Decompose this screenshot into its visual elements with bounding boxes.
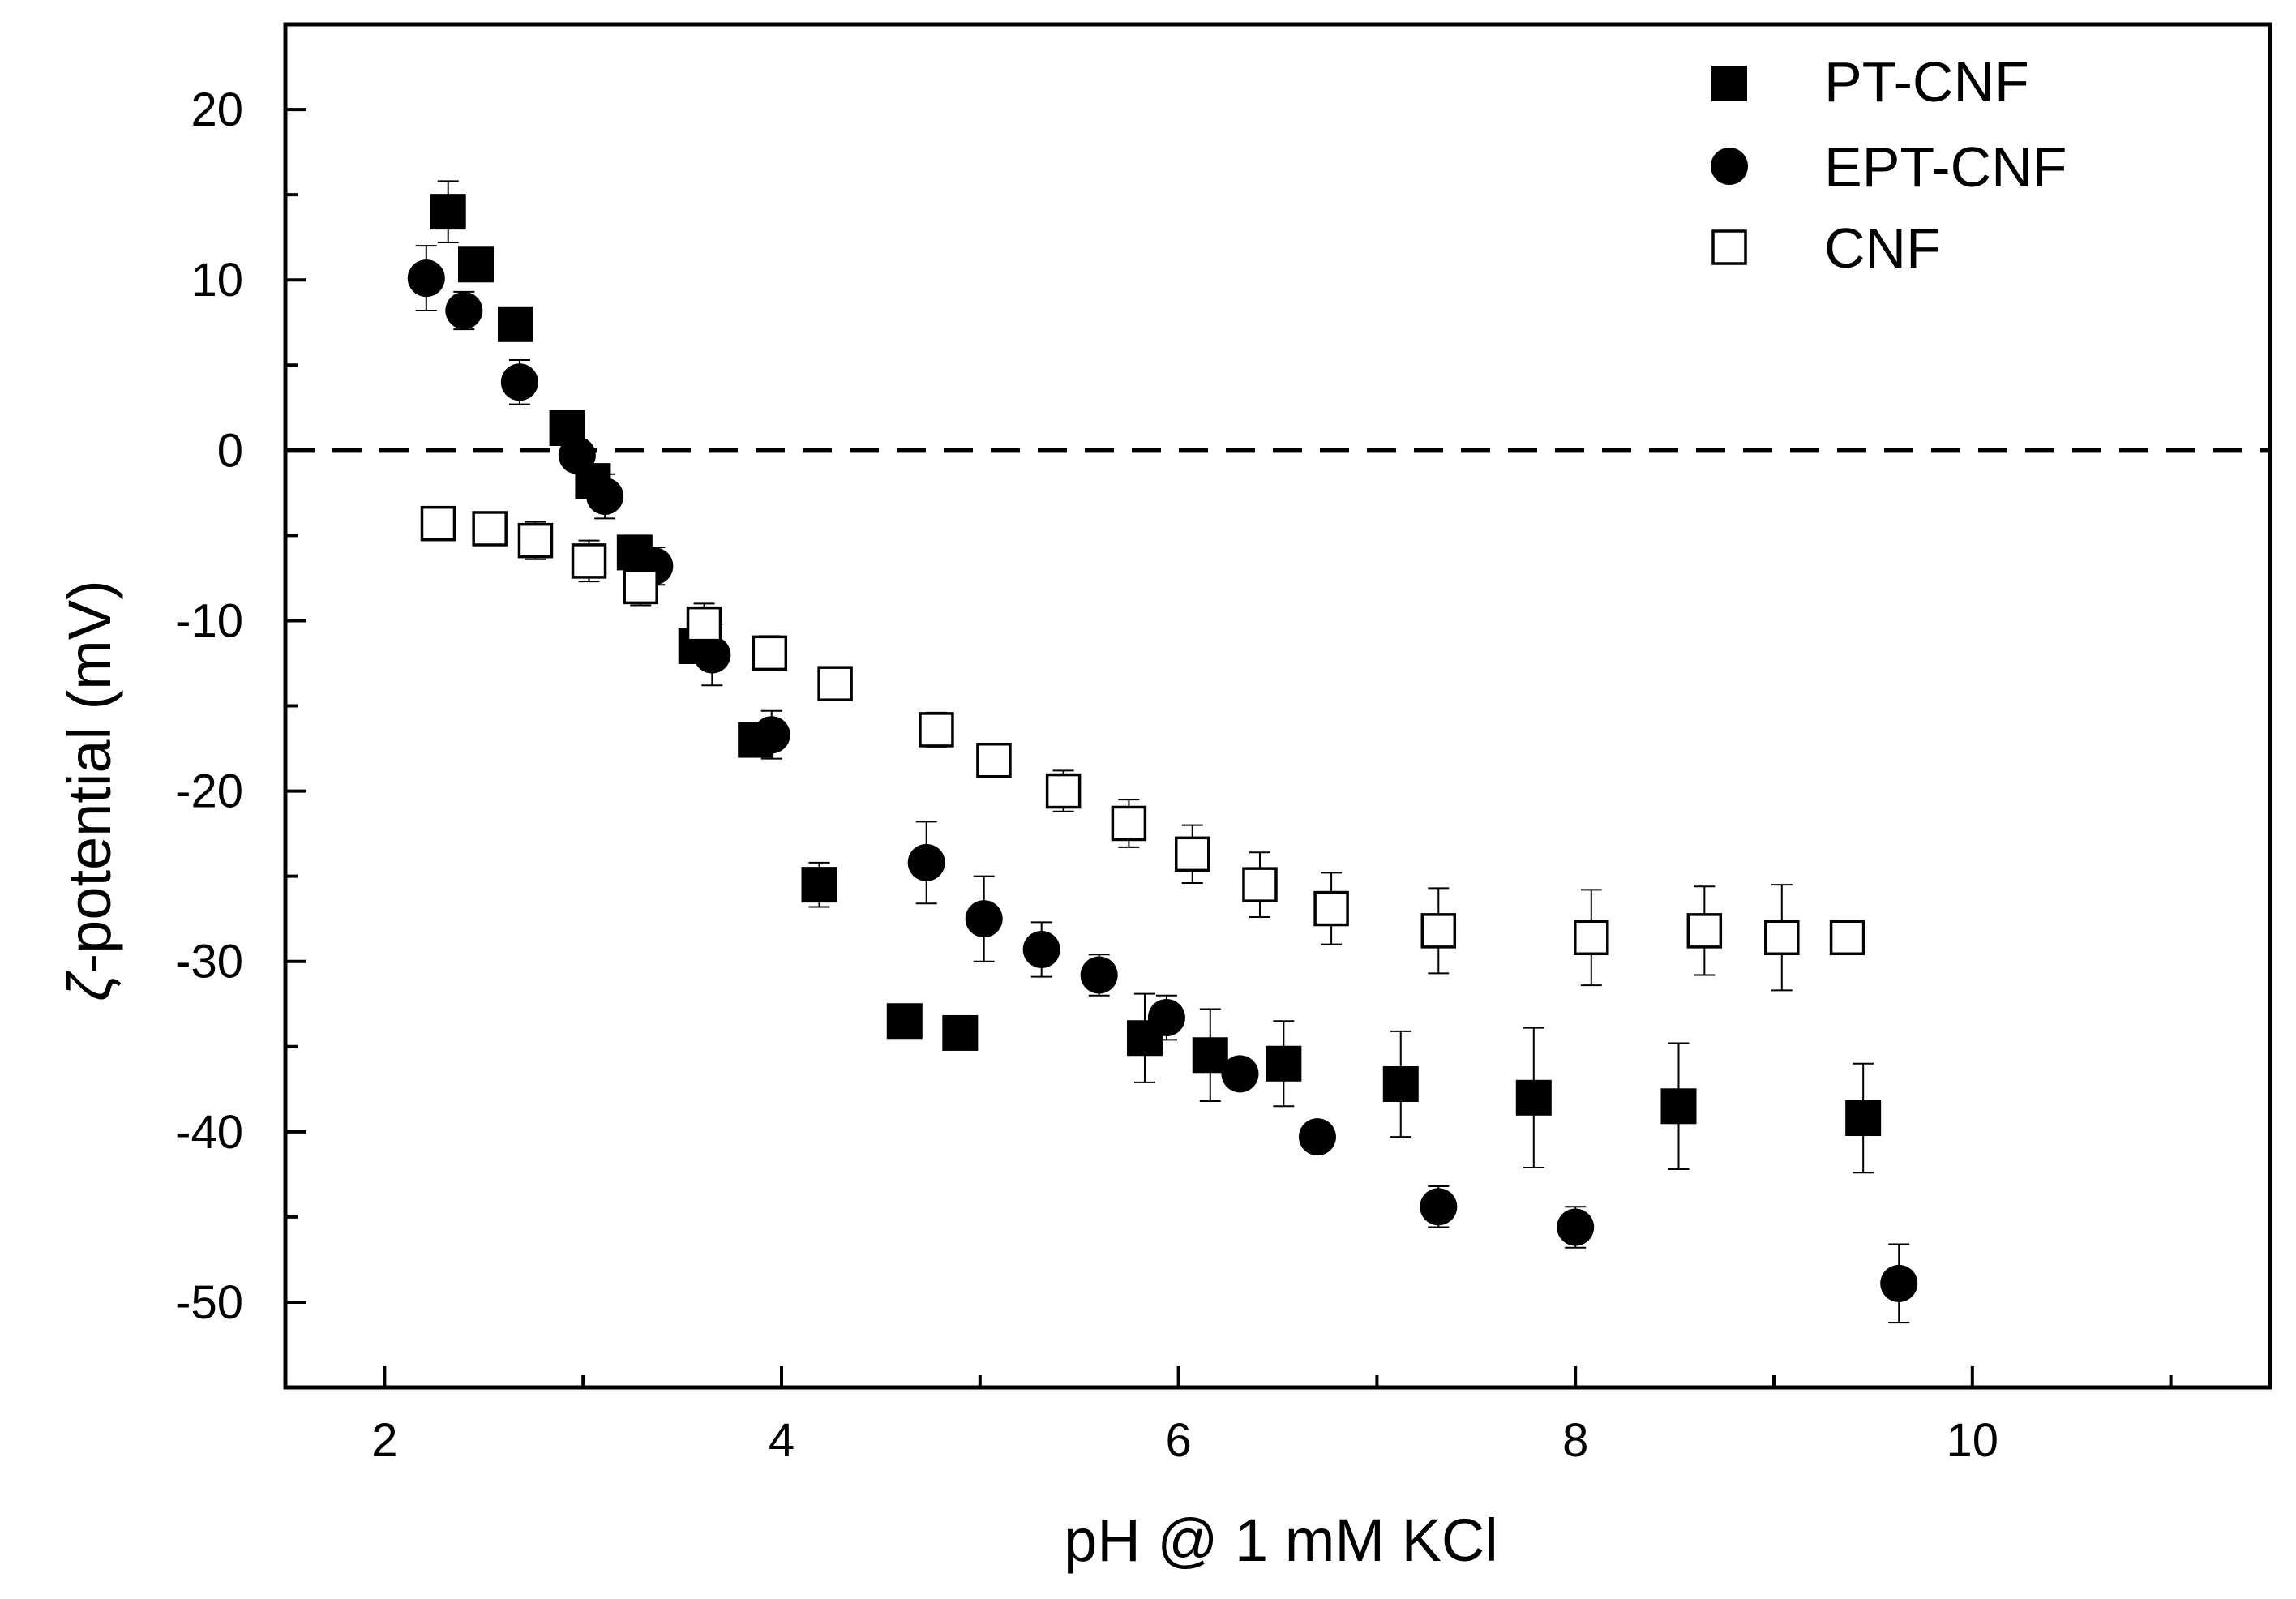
marker-ept-cnf-0	[407, 259, 445, 298]
marker-cnf-4	[623, 568, 658, 605]
y-tick-label: -50	[175, 1276, 243, 1329]
marker-cnf-5	[686, 606, 722, 642]
y-axis-label-text: -potential (mV)	[56, 580, 123, 973]
marker-ept-cnf-12	[1147, 999, 1185, 1037]
marker-pt-cnf-9	[886, 1003, 923, 1040]
marker-pt-cnf-13	[1266, 1045, 1302, 1082]
x-tick-label: 4	[769, 1414, 795, 1467]
marker-ept-cnf-16	[1557, 1208, 1595, 1246]
marker-cnf-14	[1313, 890, 1349, 927]
marker-cnf-19	[1829, 920, 1866, 956]
marker-pt-cnf-2	[497, 306, 533, 342]
legend: PT-CNF EPT-CNF CNF	[1711, 50, 2067, 280]
marker-cnf-15	[1420, 913, 1457, 949]
marker-cnf-18	[1764, 920, 1800, 956]
marker-cnf-12	[1174, 836, 1210, 872]
marker-ept-cnf-2	[500, 363, 538, 401]
x-tick-label: 6	[1165, 1414, 1191, 1467]
marker-pt-cnf-15	[1515, 1079, 1552, 1116]
marker-cnf-3	[571, 543, 607, 579]
marker-ept-cnf-11	[1080, 956, 1118, 994]
marker-ept-cnf-1	[445, 292, 483, 330]
marker-pt-cnf-16	[1660, 1088, 1697, 1125]
marker-layer	[407, 194, 1918, 1302]
marker-ept-cnf-7	[752, 716, 790, 754]
marker-pt-cnf-10	[942, 1014, 979, 1051]
x-tick-label: 10	[1947, 1414, 1999, 1467]
y-axis-label-symbol: ζ	[56, 971, 123, 1001]
marker-pt-cnf-17	[1845, 1100, 1882, 1137]
marker-ept-cnf-10	[1022, 930, 1060, 968]
marker-ept-cnf-4	[586, 478, 624, 516]
marker-cnf-0	[420, 505, 456, 542]
legend-marker-pt-cnf	[1711, 66, 1747, 101]
marker-ept-cnf-9	[965, 900, 1003, 938]
marker-cnf-9	[976, 742, 1012, 778]
legend-label-pt-cnf: PT-CNF	[1824, 50, 2029, 114]
marker-cnf-8	[919, 712, 954, 748]
marker-cnf-6	[752, 635, 788, 671]
marker-cnf-11	[1111, 805, 1147, 842]
marker-ept-cnf-15	[1420, 1188, 1458, 1226]
x-tick-label: 8	[1562, 1414, 1588, 1467]
marker-pt-cnf-1	[458, 246, 495, 283]
marker-pt-cnf-0	[430, 194, 466, 230]
marker-pt-cnf-8	[801, 867, 837, 903]
x-tick-label: 2	[371, 1414, 397, 1467]
y-tick-label: 20	[191, 84, 243, 136]
y-tick-label: 10	[191, 254, 243, 307]
marker-ept-cnf-14	[1298, 1118, 1336, 1156]
legend-label-ept-cnf: EPT-CNF	[1824, 135, 2067, 199]
legend-marker-cnf	[1711, 229, 1747, 265]
marker-cnf-10	[1045, 773, 1082, 809]
legend-marker-ept-cnf	[1711, 148, 1748, 185]
y-tick-label: -20	[175, 765, 243, 818]
marker-cnf-1	[472, 511, 508, 547]
y-tick-label: -30	[175, 936, 243, 988]
marker-cnf-16	[1574, 920, 1609, 956]
y-tick-label: -10	[175, 594, 243, 647]
marker-cnf-7	[817, 666, 853, 701]
marker-ept-cnf-17	[1880, 1264, 1918, 1302]
marker-ept-cnf-6	[693, 636, 731, 674]
marker-cnf-17	[1686, 913, 1723, 949]
y-axis-label: ζ-potential (mV)	[56, 580, 123, 1001]
legend-marker-shape	[1711, 229, 1747, 265]
marker-ept-cnf-8	[907, 843, 945, 881]
axis-layer: 2 4 6 8 10 20 10 0 -10 -20 -30 -40 -50	[175, 22, 2272, 1467]
legend-marker-shape	[1711, 66, 1747, 101]
marker-cnf-13	[1242, 867, 1278, 902]
marker-pt-cnf-14	[1382, 1065, 1419, 1102]
legend-label-cnf: CNF	[1824, 216, 1941, 280]
marker-ept-cnf-13	[1221, 1055, 1259, 1093]
y-tick-label: -40	[175, 1106, 243, 1159]
marker-pt-cnf-12	[1192, 1037, 1228, 1074]
marker-cnf-2	[517, 522, 554, 559]
y-tick-label: 0	[217, 424, 243, 477]
legend-marker-shape	[1711, 148, 1748, 185]
x-axis-label: pH @ 1 mM KCl	[1064, 1507, 1498, 1574]
marker-ept-cnf-3	[558, 436, 596, 474]
